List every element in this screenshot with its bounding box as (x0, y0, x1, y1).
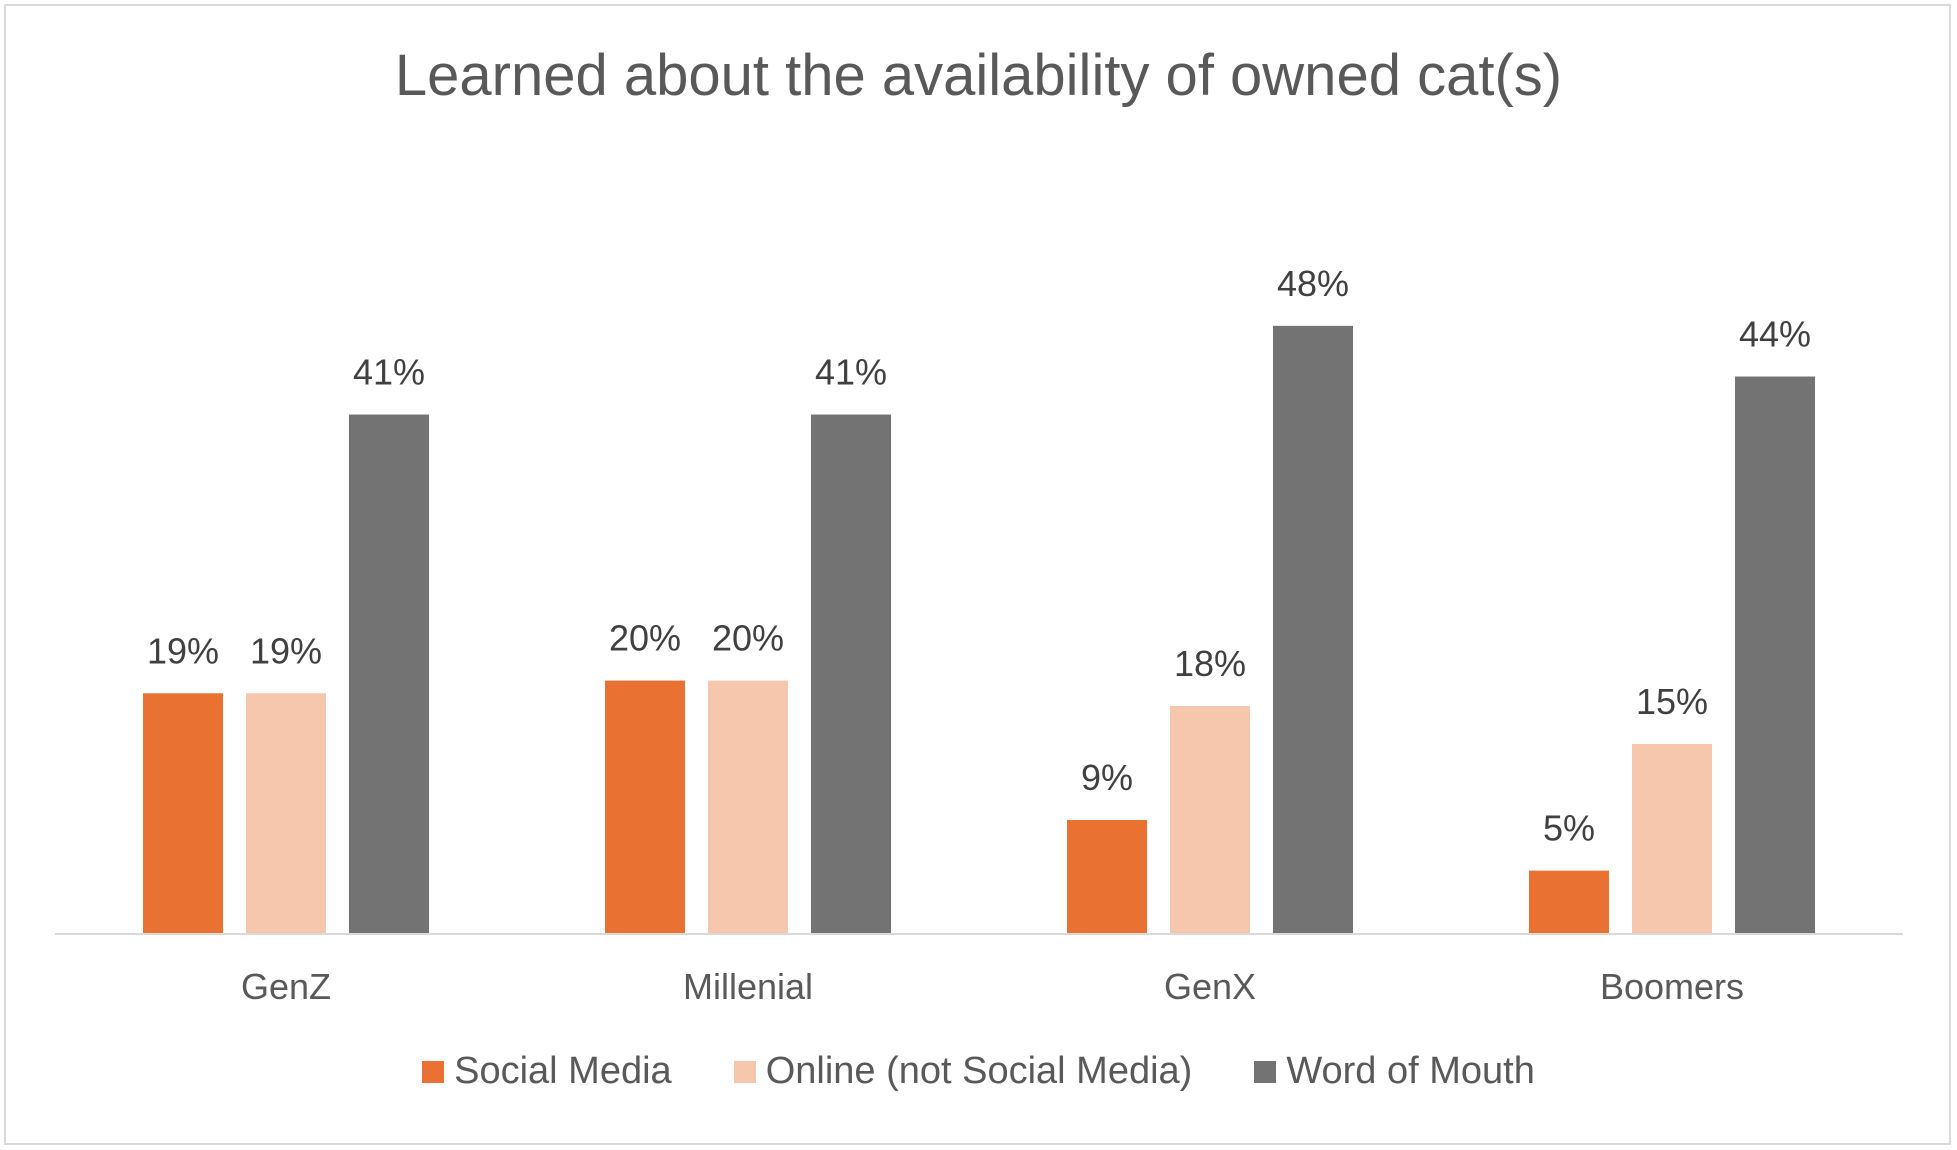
data-label-boomers-2: 44% (1739, 314, 1811, 355)
bar-genz-0 (143, 693, 223, 934)
bar-boomers-1 (1632, 743, 1712, 934)
data-label-genx-1: 18% (1174, 643, 1246, 684)
data-label-genx-2: 48% (1277, 263, 1349, 304)
bar-millenial-2 (811, 414, 891, 934)
data-label-millenial-0: 20% (609, 618, 681, 659)
bar-millenial-0 (605, 680, 685, 934)
data-label-genz-0: 19% (147, 630, 219, 671)
legend-swatch-word-of-mouth (1254, 1060, 1277, 1083)
data-label-millenial-2: 41% (815, 352, 887, 393)
data-label-millenial-1: 20% (712, 618, 784, 659)
bar-genz-2 (349, 414, 429, 934)
data-label-genz-2: 41% (353, 352, 425, 393)
legend-swatch-social-media (422, 1060, 445, 1083)
category-label-genz: GenZ (241, 966, 331, 1007)
category-label-boomers: Boomers (1600, 966, 1744, 1007)
bar-genx-1 (1170, 705, 1250, 934)
legend-label-word-of-mouth: Word of Mouth (1286, 1050, 1535, 1092)
bar-millenial-1 (708, 680, 788, 934)
category-label-millenial: Millenial (683, 966, 813, 1007)
bar-genx-0 (1067, 819, 1147, 934)
legend-label-online: Online (not Social Media) (765, 1050, 1193, 1092)
bar-boomers-0 (1529, 870, 1609, 934)
bar-genx-2 (1273, 325, 1353, 935)
legend-item-word-of-mouth: Word of Mouth (1254, 1050, 1535, 1093)
legend-item-online: Online (not Social Media) (733, 1050, 1193, 1093)
data-label-boomers-0: 5% (1543, 808, 1595, 849)
data-label-genz-1: 19% (250, 630, 322, 671)
bar-genz-1 (246, 693, 326, 934)
data-label-boomers-1: 15% (1636, 681, 1708, 722)
data-label-genx-0: 9% (1081, 757, 1133, 798)
legend-item-social-media: Social Media (422, 1050, 672, 1093)
legend-swatch-online (733, 1060, 756, 1083)
category-label-genx: GenX (1164, 966, 1256, 1007)
chart-title: Learned about the availability of owned … (394, 43, 1563, 108)
legend: Social Media Online (not Social Media) W… (0, 1050, 1957, 1093)
legend-label-social-media: Social Media (454, 1050, 672, 1092)
chart-frame (4, 4, 1951, 1145)
bar-boomers-2 (1735, 376, 1815, 934)
